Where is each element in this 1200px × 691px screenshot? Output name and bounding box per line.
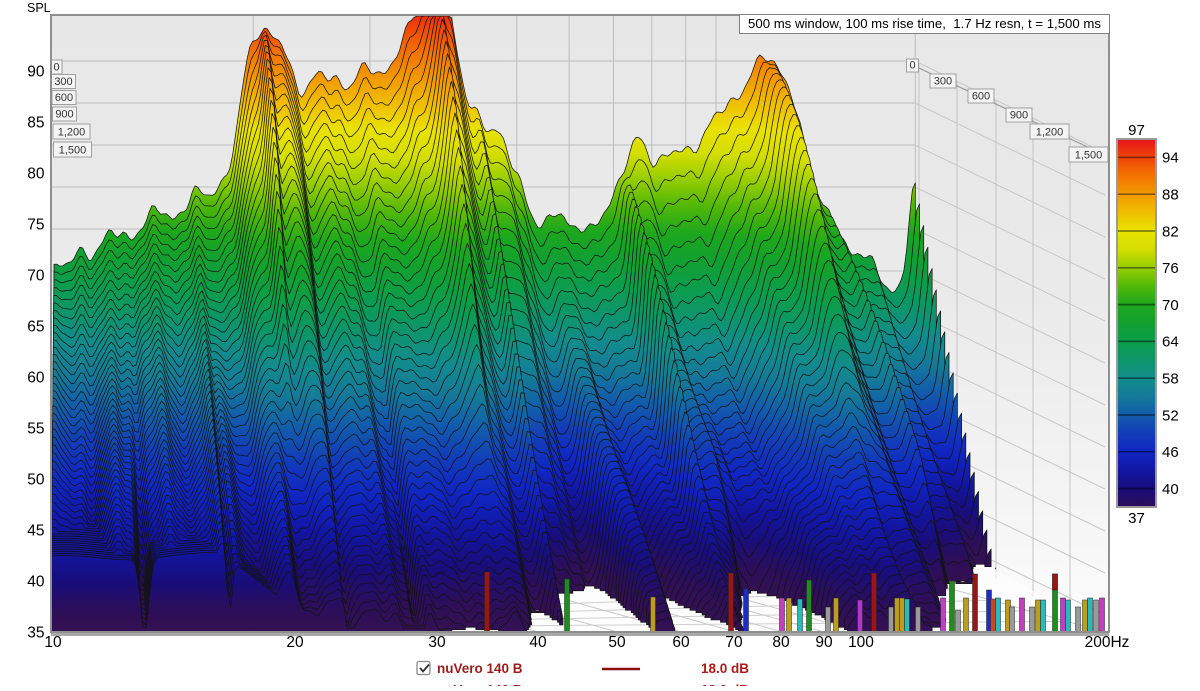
svg-text:88: 88 bbox=[1162, 187, 1179, 204]
svg-text:30: 30 bbox=[428, 634, 446, 651]
svg-text:1,200: 1,200 bbox=[58, 127, 86, 139]
svg-text:40: 40 bbox=[27, 573, 45, 590]
svg-text:0: 0 bbox=[909, 60, 915, 72]
svg-text:50: 50 bbox=[608, 634, 626, 651]
svg-text:1,500: 1,500 bbox=[59, 145, 87, 157]
svg-text:200Hz: 200Hz bbox=[1085, 634, 1130, 651]
svg-text:76: 76 bbox=[1162, 260, 1179, 277]
svg-text:20: 20 bbox=[286, 634, 304, 651]
svg-text:0: 0 bbox=[53, 62, 59, 74]
svg-text:35: 35 bbox=[27, 624, 44, 641]
svg-text:40: 40 bbox=[529, 634, 547, 651]
svg-text:55: 55 bbox=[27, 420, 44, 437]
svg-text:60: 60 bbox=[27, 369, 45, 386]
svg-text:37: 37 bbox=[1128, 510, 1145, 527]
svg-text:85: 85 bbox=[27, 114, 44, 131]
svg-text:100: 100 bbox=[848, 634, 874, 651]
svg-text:60: 60 bbox=[672, 634, 690, 651]
svg-text:45: 45 bbox=[27, 522, 44, 539]
svg-text:SPL: SPL bbox=[27, 1, 51, 15]
svg-text:900: 900 bbox=[1010, 110, 1028, 122]
svg-text:70: 70 bbox=[27, 267, 45, 284]
svg-text:50: 50 bbox=[27, 471, 45, 488]
svg-text:10: 10 bbox=[44, 634, 62, 651]
svg-text:46: 46 bbox=[1162, 444, 1179, 461]
svg-text:nuVero 140 B: nuVero 140 B bbox=[437, 661, 523, 676]
svg-text:600: 600 bbox=[55, 92, 73, 104]
svg-text:75: 75 bbox=[27, 216, 44, 233]
svg-text:500 ms window, 100 ms rise tim: 500 ms window, 100 ms rise time, 1.7 Hz … bbox=[748, 16, 1101, 31]
svg-text:70: 70 bbox=[1162, 297, 1179, 314]
svg-text:65: 65 bbox=[27, 318, 44, 335]
svg-text:18.0 dB: 18.0 dB bbox=[701, 661, 749, 676]
svg-text:nuVero 140 B: nuVero 140 B bbox=[437, 683, 523, 687]
svg-text:80: 80 bbox=[772, 634, 790, 651]
svg-text:82: 82 bbox=[1162, 223, 1179, 240]
svg-text:1,200: 1,200 bbox=[1036, 127, 1064, 139]
svg-text:80: 80 bbox=[27, 165, 45, 182]
svg-text:600: 600 bbox=[972, 91, 990, 103]
svg-text:70: 70 bbox=[725, 634, 743, 651]
svg-text:94: 94 bbox=[1162, 150, 1179, 167]
svg-text:300: 300 bbox=[934, 76, 952, 88]
svg-text:18.0 dB: 18.0 dB bbox=[701, 683, 749, 687]
svg-text:40: 40 bbox=[1162, 481, 1179, 498]
svg-text:58: 58 bbox=[1162, 371, 1179, 388]
svg-text:52: 52 bbox=[1162, 407, 1179, 424]
svg-text:1,500: 1,500 bbox=[1075, 150, 1103, 162]
svg-text:900: 900 bbox=[55, 109, 73, 121]
svg-text:64: 64 bbox=[1162, 334, 1179, 351]
svg-text:97: 97 bbox=[1128, 122, 1145, 139]
svg-text:300: 300 bbox=[54, 76, 72, 88]
svg-text:90: 90 bbox=[815, 634, 833, 651]
svg-text:90: 90 bbox=[27, 63, 45, 80]
